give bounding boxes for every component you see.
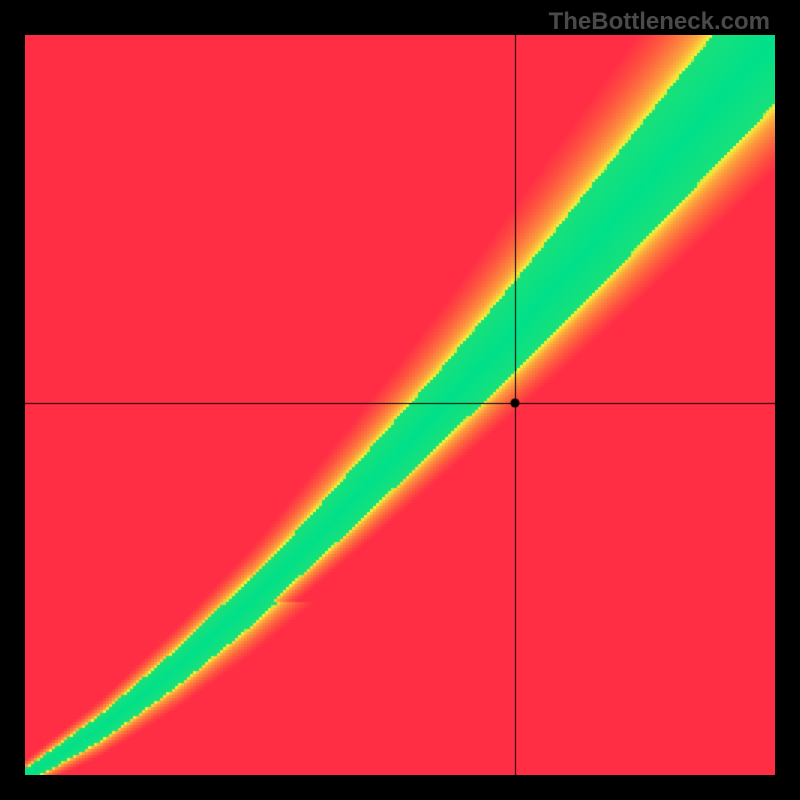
bottleneck-heatmap <box>25 35 775 775</box>
watermark-text: TheBottleneck.com <box>549 8 770 36</box>
chart-container: TheBottleneck.com <box>0 0 800 800</box>
